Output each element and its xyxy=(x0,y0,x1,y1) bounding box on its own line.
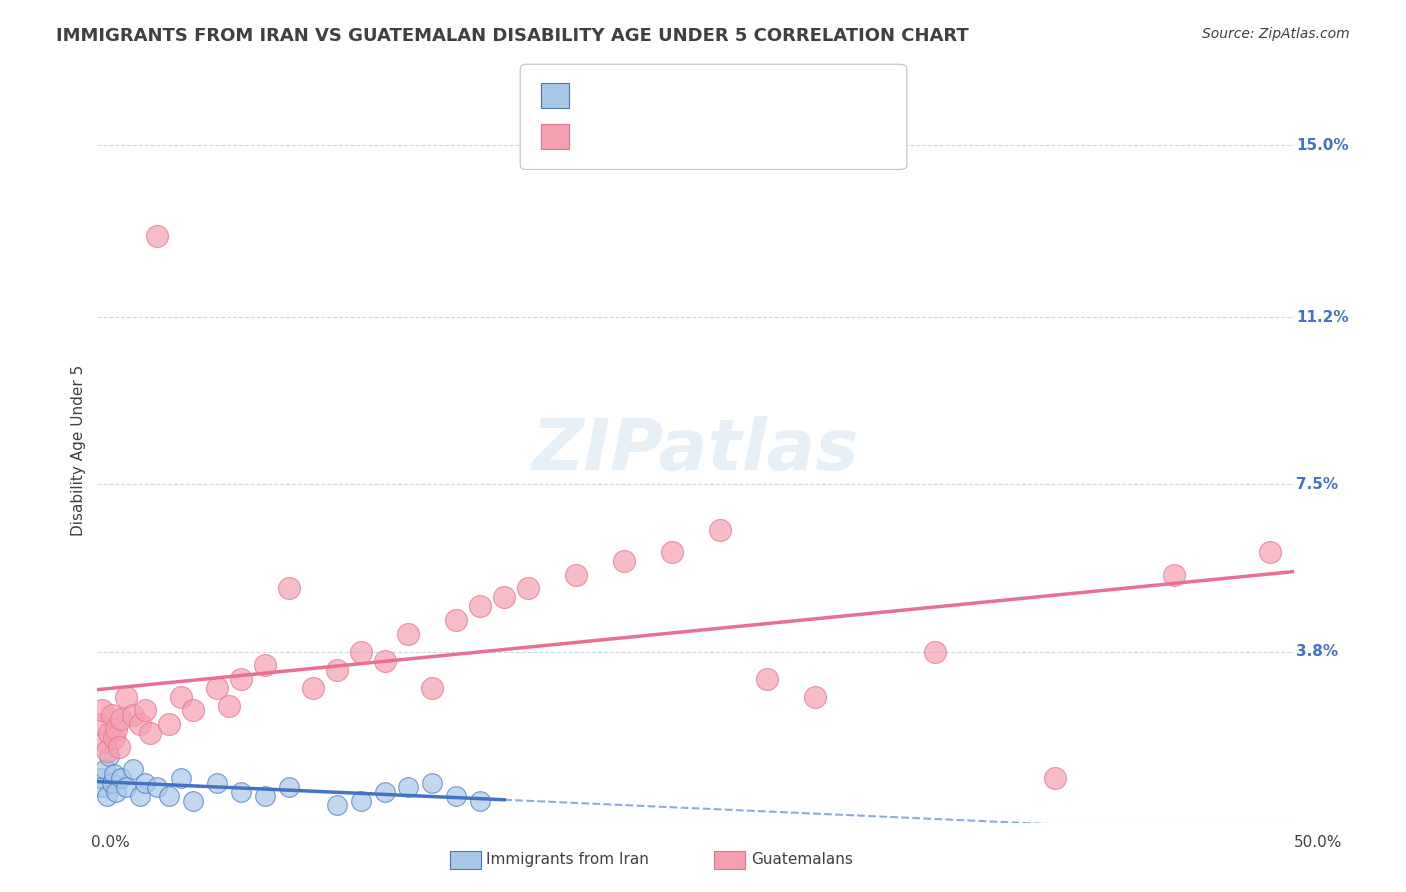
Point xyxy=(93,735,115,749)
Point xyxy=(139,726,162,740)
Point xyxy=(98,726,121,740)
Point xyxy=(134,776,156,790)
Point xyxy=(325,663,347,677)
Point xyxy=(205,681,228,695)
Point xyxy=(96,744,118,758)
Text: N =: N = xyxy=(675,128,714,145)
Text: 0.231: 0.231 xyxy=(616,128,676,145)
Point xyxy=(470,599,492,614)
Point xyxy=(115,690,138,704)
Point xyxy=(205,776,228,790)
Text: 7.5%: 7.5% xyxy=(1296,477,1339,491)
Point xyxy=(709,523,731,537)
Point xyxy=(1043,771,1066,785)
Text: Source: ZipAtlas.com: Source: ZipAtlas.com xyxy=(1202,27,1350,41)
Point xyxy=(277,780,299,795)
Point xyxy=(181,794,204,808)
Point xyxy=(110,713,132,727)
Point xyxy=(100,708,122,723)
Point xyxy=(494,591,516,605)
Point xyxy=(146,228,169,243)
Point xyxy=(398,626,420,640)
Point xyxy=(115,780,138,795)
Text: R =: R = xyxy=(578,128,617,145)
Point xyxy=(89,717,111,731)
Point xyxy=(301,681,323,695)
Point xyxy=(157,717,180,731)
Point xyxy=(446,613,468,627)
Text: IMMIGRANTS FROM IRAN VS GUATEMALAN DISABILITY AGE UNDER 5 CORRELATION CHART: IMMIGRANTS FROM IRAN VS GUATEMALAN DISAB… xyxy=(56,27,969,45)
Point xyxy=(100,776,122,790)
Text: 44: 44 xyxy=(714,128,734,145)
Point xyxy=(349,645,371,659)
Point xyxy=(108,739,131,754)
Point xyxy=(229,785,252,799)
Point xyxy=(398,780,420,795)
Point xyxy=(98,748,121,763)
Point xyxy=(924,645,946,659)
Point xyxy=(374,785,396,799)
Point xyxy=(325,798,347,813)
Text: 28: 28 xyxy=(714,87,734,104)
Point xyxy=(93,762,115,776)
Point xyxy=(253,789,276,804)
Point xyxy=(349,794,371,808)
Point xyxy=(105,722,128,736)
Point xyxy=(129,717,152,731)
Point xyxy=(110,771,132,785)
Point xyxy=(422,681,444,695)
Text: -0.140: -0.140 xyxy=(616,87,676,104)
Point xyxy=(103,731,125,745)
Point xyxy=(446,789,468,804)
Point xyxy=(181,703,204,717)
Point xyxy=(91,703,114,717)
Point xyxy=(756,672,779,686)
Point xyxy=(253,658,276,673)
Text: Guatemalans: Guatemalans xyxy=(751,853,852,867)
Text: 11.2%: 11.2% xyxy=(1296,310,1348,325)
Point xyxy=(96,789,118,804)
Point xyxy=(1258,545,1281,559)
Text: 3.8%: 3.8% xyxy=(1296,644,1339,659)
Text: 0.0%: 0.0% xyxy=(91,836,131,850)
Point xyxy=(613,554,636,568)
Y-axis label: Disability Age Under 5: Disability Age Under 5 xyxy=(72,365,86,536)
Text: 15.0%: 15.0% xyxy=(1296,137,1348,153)
Point xyxy=(91,780,114,795)
Point xyxy=(374,654,396,668)
Text: N =: N = xyxy=(675,87,714,104)
Point xyxy=(129,789,152,804)
Point xyxy=(517,582,540,596)
Point xyxy=(229,672,252,686)
Point xyxy=(1163,567,1185,582)
Point xyxy=(422,776,444,790)
Text: 50.0%: 50.0% xyxy=(1295,836,1343,850)
Point xyxy=(157,789,180,804)
Point xyxy=(170,771,193,785)
Point xyxy=(470,794,492,808)
Point xyxy=(105,785,128,799)
Point xyxy=(89,771,111,785)
Point xyxy=(103,766,125,780)
Text: Immigrants from Iran: Immigrants from Iran xyxy=(486,853,650,867)
Point xyxy=(146,780,169,795)
Point xyxy=(218,698,240,713)
Text: ZIPatlas: ZIPatlas xyxy=(531,416,859,485)
Point xyxy=(170,690,193,704)
Point xyxy=(661,545,683,559)
Point xyxy=(565,567,588,582)
Point xyxy=(122,762,145,776)
Point xyxy=(134,703,156,717)
Point xyxy=(277,582,299,596)
Text: R =: R = xyxy=(578,87,617,104)
Point xyxy=(804,690,827,704)
Point xyxy=(122,708,145,723)
